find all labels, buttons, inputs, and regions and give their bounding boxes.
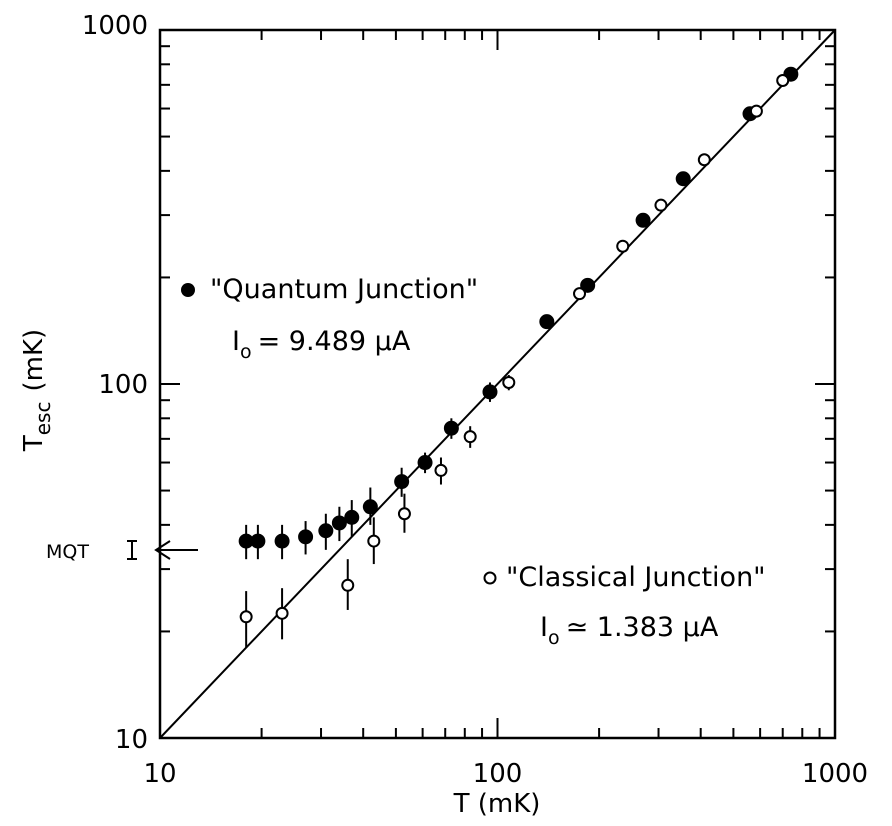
tick-labels: 10 100 1000 10 100 1000 (82, 11, 868, 789)
y-tick-label: 1000 (82, 11, 148, 41)
y-axis-title-main: T (19, 435, 49, 452)
classical-point (434, 463, 448, 477)
y-tick-label: 10 (115, 725, 148, 755)
y-tick-label: 100 (98, 370, 148, 400)
legend-classical-detail-sub: o (548, 627, 560, 649)
x-axis-title: T (mK) (453, 789, 541, 819)
x-tick-label: 1000 (802, 759, 868, 789)
quantum-point (344, 509, 360, 525)
mqt-annotation: MQT (46, 540, 198, 563)
data-points (238, 66, 799, 648)
quantum-point (331, 515, 347, 531)
legend-classical-detail-prefix: I (540, 612, 548, 643)
legend-classical-detail: Io ≃ 1.383 μA (540, 612, 719, 649)
legend-quantum-detail-prefix: I (232, 326, 240, 357)
legend-quantum-label: "Quantum Junction" (210, 274, 478, 305)
classical-point (275, 606, 289, 620)
classical-point (697, 153, 711, 167)
legend-classical-label: "Classical Junction" (506, 562, 766, 593)
quantum-point (417, 455, 433, 471)
quantum-point (318, 523, 334, 539)
quantum-point (298, 529, 314, 545)
y-axis-title-sub: esc (31, 402, 55, 436)
legend-quantum-detail: Io = 9.489 μA (232, 326, 411, 363)
classical-point (239, 610, 253, 624)
classical-point (397, 507, 411, 521)
legend-quantum: "Quantum Junction" Io = 9.489 μA (181, 274, 478, 363)
mqt-arrow-head (154, 540, 171, 560)
quantum-point (443, 420, 459, 436)
legend-classical-detail-value: ≃ 1.383 μA (566, 612, 719, 643)
legend-classical-marker (483, 571, 497, 585)
classical-point (654, 198, 668, 212)
reference-line-identity (159, 29, 836, 739)
legend-quantum-detail-value: = 9.489 μA (258, 326, 411, 357)
quantum-point (539, 314, 555, 330)
classical-point (463, 430, 477, 444)
classical-point (749, 104, 763, 118)
legend-quantum-detail-sub: o (240, 341, 252, 363)
quantum-point (635, 212, 651, 228)
quantum-point (675, 171, 691, 187)
x-tick-label: 100 (473, 759, 523, 789)
quantum-point (394, 474, 410, 490)
classical-point (367, 534, 381, 548)
quantum-point (274, 533, 290, 549)
quantum-point (482, 384, 498, 400)
classical-point (502, 375, 516, 389)
y-axis-title-unit: (mK) (19, 329, 49, 392)
classical-point (776, 74, 790, 88)
quantum-point (362, 499, 378, 515)
classical-point (616, 239, 630, 253)
svg-text:Tesc(mK): Tesc (mK) (19, 329, 55, 452)
quantum-point (250, 533, 266, 549)
x-tick-label: 10 (143, 759, 176, 789)
axis-ticks (160, 30, 835, 738)
legend-quantum-marker (181, 283, 195, 297)
classical-point (573, 287, 587, 301)
legend-classical: "Classical Junction" Io ≃ 1.383 μA (483, 562, 766, 649)
y-axis-title: Tesc (mK) (19, 329, 55, 452)
classical-point (341, 578, 355, 592)
mqt-label: MQT (46, 541, 89, 563)
quantum-point (580, 277, 596, 293)
